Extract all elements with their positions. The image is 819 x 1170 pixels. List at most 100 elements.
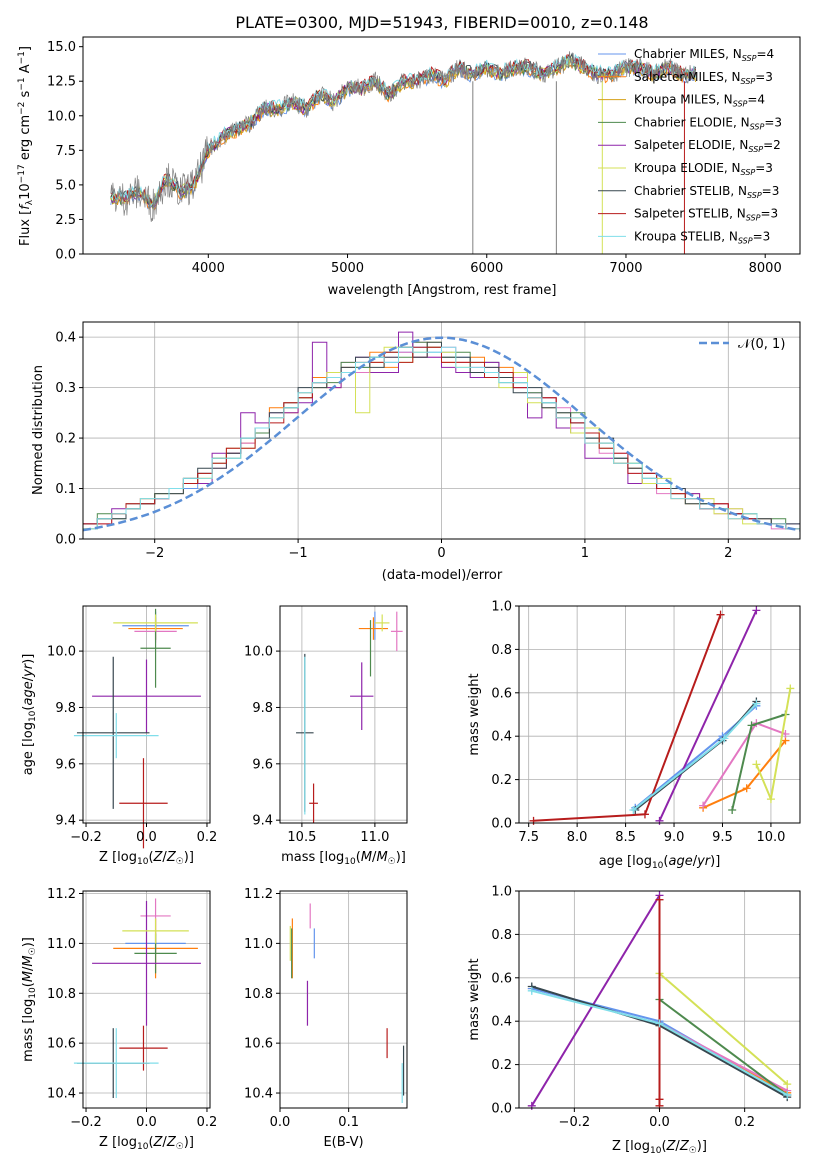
errorbar-point xyxy=(76,656,150,809)
y-tick-label: 0.6 xyxy=(491,971,512,986)
panel-z-mass: −0.2 0.0 0.2 10.4 10.6 10.8 11.0 11.2 Z [log10(Z… xyxy=(21,887,217,1152)
legend-entry: Chabrier ELODIE, NSSP=3 xyxy=(634,115,782,131)
x-tick-label: 8.0 xyxy=(567,830,588,845)
y-tick-label: 0.2 xyxy=(55,432,76,447)
weight-marker xyxy=(655,895,664,904)
x-tick-label: 10.0 xyxy=(756,830,785,845)
errorbar-point xyxy=(73,713,159,759)
y-axis-label: mass weight xyxy=(467,673,482,755)
x-axis-label: (data-model)/error xyxy=(382,568,503,583)
normal-curve xyxy=(82,336,801,532)
x-axis-label: E(B-V) xyxy=(323,1135,363,1150)
legend-entry: Chabrier STELIB, NSSP=3 xyxy=(634,184,779,200)
x-axis-label: age [log10(age/yr)] xyxy=(599,854,721,871)
x-tick-label: 0.2 xyxy=(734,1115,755,1130)
errorbar-point xyxy=(73,1028,159,1099)
y-tick-label: 2.5 xyxy=(55,213,76,228)
errorbar-point xyxy=(92,900,201,1026)
legend-entry: Kroupa MILES, NSSP=4 xyxy=(634,93,765,109)
weight-series xyxy=(527,986,792,1099)
axes-frame xyxy=(279,890,408,1109)
weight-marker xyxy=(766,795,775,804)
y-tick-label: 10.6 xyxy=(244,1037,273,1052)
weight-marker xyxy=(747,721,756,730)
axes-frame xyxy=(279,605,408,824)
y-tick-label: 9.6 xyxy=(252,757,273,772)
histogram-series xyxy=(82,346,801,539)
y-tick-label: 10.0 xyxy=(244,645,273,660)
y-tick-label: 11.2 xyxy=(47,887,76,902)
y-tick-label: 1.0 xyxy=(491,885,512,900)
x-tick-label: 9.0 xyxy=(664,830,685,845)
panel-ebv-mass: 0.0 0.1 10.4 10.6 10.8 11.0 11.2 E(B-V) xyxy=(244,887,408,1150)
y-tick-label: 11.0 xyxy=(244,937,273,952)
y-axis-label: mass weight xyxy=(467,958,482,1040)
x-tick-label: 7.5 xyxy=(518,830,539,845)
x-tick-label: −2 xyxy=(145,546,164,561)
y-tick-label: 10.4 xyxy=(244,1087,273,1102)
weight-marker xyxy=(728,805,737,814)
y-tick-label: 1.0 xyxy=(491,600,512,615)
weight-series xyxy=(629,699,761,814)
weight-marker xyxy=(655,1019,664,1028)
errorbar-point xyxy=(374,614,390,632)
x-tick-label: 0.0 xyxy=(649,1115,670,1130)
x-tick-label: 6000 xyxy=(470,261,503,276)
legend-entry-normal: 𝒩(0, 1) xyxy=(738,337,785,352)
figure-title: PLATE=0300, MJD=51943, FIBERID=0010, z=0… xyxy=(235,13,648,32)
legend-entry: Kroupa ELODIE, NSSP=3 xyxy=(634,161,773,177)
y-axis-label: mass [log10(M/M☉)] xyxy=(21,937,38,1062)
axes-frame xyxy=(518,605,801,824)
plot-area-age-weight xyxy=(529,606,795,825)
y-tick-label: 11.0 xyxy=(47,937,76,952)
y-tick-label: 10.0 xyxy=(47,645,76,660)
axes-frame xyxy=(82,36,801,255)
x-tick-label: 2 xyxy=(724,546,732,561)
y-tick-label: 7.5 xyxy=(55,144,76,159)
y-tick-label: 10.4 xyxy=(47,1087,76,1102)
weight-marker xyxy=(655,1095,664,1104)
y-tick-label: 0.8 xyxy=(491,643,512,658)
weight-marker xyxy=(786,684,795,693)
x-tick-label: 0.0 xyxy=(136,830,157,845)
x-tick-label: −0.2 xyxy=(70,1115,102,1130)
plot-area-z-weight xyxy=(527,891,792,1110)
x-tick-label: 10.5 xyxy=(287,830,316,845)
x-tick-label: 1 xyxy=(581,546,589,561)
legend-entry: Salpeter STELIB, NSSP=3 xyxy=(634,207,778,223)
y-tick-label: 10.6 xyxy=(47,1037,76,1052)
errorbar-point xyxy=(350,662,374,730)
y-tick-label: 9.8 xyxy=(252,701,273,716)
y-tick-label: 0.4 xyxy=(491,1015,512,1030)
errorbar-point xyxy=(390,611,403,652)
y-tick-label: 0.0 xyxy=(55,248,76,263)
plot-area-mass-age xyxy=(296,611,403,823)
x-tick-label: 0 xyxy=(437,546,445,561)
x-tick-label: −1 xyxy=(289,546,308,561)
y-tick-label: 0.8 xyxy=(491,928,512,943)
y-tick-label: 10.8 xyxy=(244,987,273,1002)
weight-marker xyxy=(742,784,751,793)
weight-line xyxy=(658,972,788,1085)
plot-area-ebv-mass xyxy=(289,903,405,1104)
x-tick-label: 4000 xyxy=(192,261,225,276)
weight-marker xyxy=(699,801,708,810)
x-axis-label: Z [log10(Z/Z☉)] xyxy=(99,1135,194,1152)
plot-area-z-age xyxy=(73,608,201,849)
y-axis-label: Normed distribution xyxy=(31,365,46,495)
weight-series xyxy=(752,684,795,804)
weight-line xyxy=(658,998,788,1096)
y-tick-label: 11.2 xyxy=(244,887,273,902)
x-tick-label: 0.2 xyxy=(197,830,218,845)
weight-line xyxy=(658,609,758,822)
x-tick-label: 8000 xyxy=(749,261,782,276)
weight-line xyxy=(530,894,661,1107)
observed-spectrum-line xyxy=(110,51,696,222)
x-tick-label: 7000 xyxy=(609,261,642,276)
panel-residuals: −2 −1 0 1 2 0.0 0.1 0.2 0.3 0.4 𝒩(0, 1) (data-model… xyxy=(31,321,801,583)
errorbar-point xyxy=(122,918,189,944)
y-tick-label: 0.4 xyxy=(55,331,76,346)
y-tick-label: 0.4 xyxy=(491,730,512,745)
